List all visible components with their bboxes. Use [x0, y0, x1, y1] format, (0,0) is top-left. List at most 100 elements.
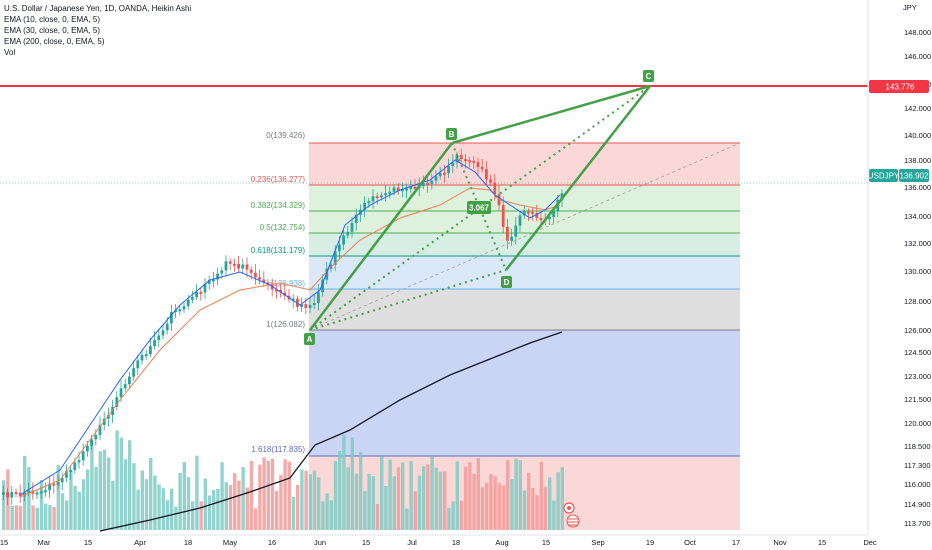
volume-bar — [417, 475, 422, 530]
ratio-badge — [467, 201, 491, 214]
volume-bar — [384, 486, 388, 530]
candle — [522, 211, 526, 216]
candle — [14, 492, 18, 495]
pattern-bc-line — [451, 84, 651, 145]
candle — [165, 323, 169, 331]
price-tick-label: 126.000 — [904, 326, 931, 335]
pattern-ac-dotted — [309, 85, 651, 331]
time-tick-label: Aug — [495, 538, 508, 547]
price-tick-label: 118.500 — [904, 442, 931, 451]
volume-bar — [216, 488, 220, 530]
candle — [6, 492, 9, 498]
candle — [514, 225, 518, 237]
volume-bar — [149, 457, 153, 530]
point-b-marker[interactable]: B — [446, 128, 457, 140]
volume-bar — [73, 485, 77, 530]
candle — [279, 289, 282, 293]
volume-bar — [178, 472, 182, 530]
time-tick-label: Oct — [684, 538, 697, 547]
candle — [384, 193, 387, 196]
candle — [128, 376, 131, 385]
price-tick-label: 146.000 — [904, 52, 931, 61]
price-tick-label: 138.000 — [904, 156, 931, 165]
volume-bar — [107, 457, 111, 530]
point-d-marker[interactable]: D — [501, 276, 512, 288]
candle — [60, 477, 64, 483]
candle — [405, 188, 408, 191]
legend-ema30[interactable]: EMA (30, close, 0, EMA, 5) — [4, 26, 101, 35]
volume-bar — [329, 500, 333, 530]
volume-bar — [69, 470, 73, 530]
volume-bar — [48, 505, 52, 530]
candle — [144, 354, 148, 357]
ratio-label: 3.067 — [469, 204, 490, 213]
legend-ema200[interactable]: EMA (200, close, 0, EMA, 5) — [4, 37, 105, 46]
volume-bar — [52, 506, 56, 530]
time-tick-label: 16 — [268, 538, 276, 547]
price-tick-label: 120.000 — [904, 419, 931, 428]
candle — [245, 264, 249, 270]
time-tick-label: Nov — [773, 538, 787, 547]
volume-bar — [81, 479, 86, 530]
candle — [304, 304, 308, 309]
point-a-label: A — [307, 335, 313, 344]
volume-bar — [531, 487, 535, 530]
candle — [203, 283, 207, 293]
volume-bar — [165, 500, 170, 530]
volume-bar — [514, 458, 518, 530]
legend-vol[interactable]: Vol — [4, 48, 16, 57]
volume-bar — [174, 506, 178, 530]
event-icons[interactable] — [563, 502, 580, 528]
volume-bar — [56, 464, 60, 530]
volume-bar — [220, 462, 224, 530]
candle — [308, 304, 312, 309]
volume-bar — [380, 456, 384, 530]
candle — [178, 309, 182, 312]
volume-bar — [44, 503, 48, 530]
volume-bar — [438, 471, 443, 530]
candle — [388, 191, 392, 194]
volume-bar — [342, 434, 346, 530]
volume-bar — [128, 440, 132, 530]
legend-ema10[interactable]: EMA (10, close, 0, EMA, 5) — [4, 15, 101, 24]
candle — [392, 187, 396, 192]
candle — [476, 162, 480, 168]
volume-bar — [476, 458, 480, 530]
fib-zone-0786-1 — [309, 289, 740, 330]
volume-bar — [119, 437, 123, 530]
volume-bar — [522, 490, 527, 530]
volume-bar — [409, 461, 413, 530]
volume-bar — [506, 460, 510, 530]
pattern-ad-dotted — [309, 269, 507, 331]
fib-label-1: 1(126.082) — [266, 320, 305, 329]
volume-bar — [338, 451, 342, 530]
price-tick-label: 121.500 — [904, 395, 931, 404]
candle — [464, 159, 467, 162]
time-axis[interactable]: 15 Mar 15 Apr 18 May 16 Jun 15 Jul 18 Aug 15 Sep 19 Oct… — [0, 534, 932, 550]
volume-bar — [359, 452, 363, 530]
candle — [123, 384, 127, 389]
point-c-marker[interactable]: C — [643, 70, 654, 82]
volume-bar — [233, 473, 237, 530]
candle — [447, 166, 450, 174]
legend-symbol-title[interactable]: U.S. Dollar / Japanese Yen, 1D, OANDA, H… — [4, 4, 192, 13]
candle — [300, 304, 303, 307]
volume-bar — [543, 486, 548, 530]
pattern-points[interactable]: A B C D — [304, 70, 654, 345]
volume-bar — [527, 472, 531, 530]
volume-bar — [224, 482, 228, 530]
fib-label-0236: 0.236(136.277) — [251, 175, 306, 184]
volume-bar — [300, 469, 304, 530]
point-a-marker[interactable]: A — [304, 333, 315, 345]
volume-bar — [354, 473, 359, 530]
volume-bar — [480, 487, 485, 530]
fib-zone-0-0236 — [309, 143, 740, 185]
volume-bar — [333, 461, 338, 530]
candle — [489, 179, 492, 183]
candle — [27, 490, 30, 493]
volume-bar — [115, 430, 119, 530]
candle — [472, 160, 476, 163]
time-tick-label: 15 — [0, 538, 8, 547]
price-axis[interactable]: JPY 148.000146.000144.000142.000140.0001… — [867, 0, 932, 550]
